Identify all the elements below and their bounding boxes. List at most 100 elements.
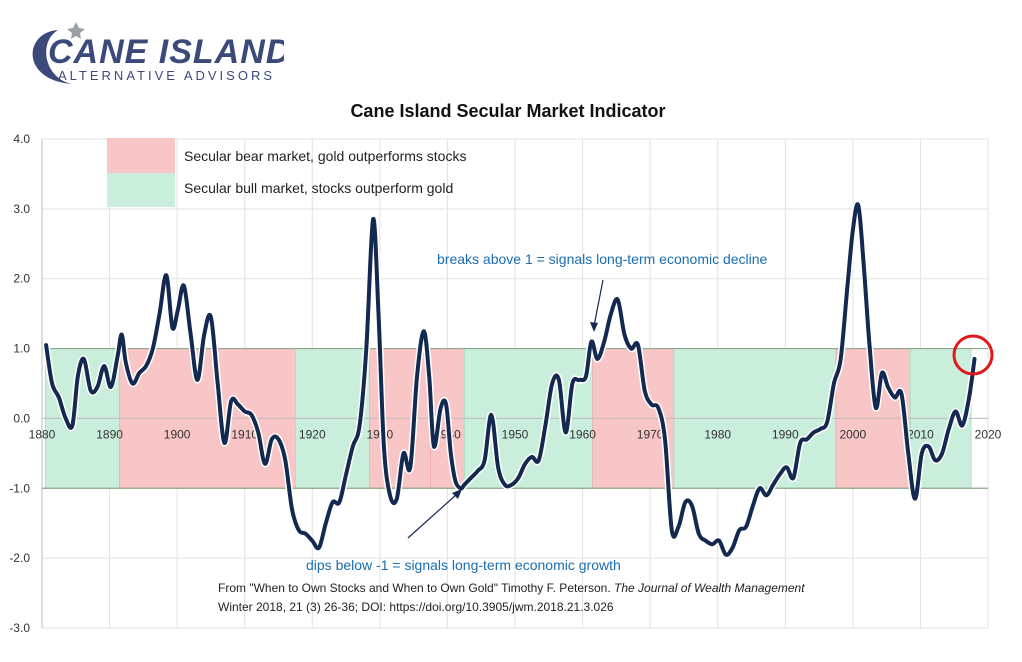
- data-point: [765, 494, 768, 497]
- data-point: [826, 421, 828, 423]
- data-point: [439, 407, 442, 409]
- annotation-above-arrow: [590, 279, 604, 332]
- y-tick-label: 3.0: [13, 202, 30, 216]
- data-point: [216, 382, 219, 385]
- data-point: [250, 414, 253, 416]
- data-point: [973, 358, 976, 360]
- x-tick-label: 1970: [637, 427, 664, 441]
- data-point: [497, 466, 499, 469]
- data-point: [731, 546, 734, 549]
- data-point: [948, 428, 950, 430]
- data-point: [954, 410, 957, 413]
- y-tick-label: 2.0: [13, 272, 30, 286]
- data-point: [158, 312, 161, 315]
- x-tick-label: 2000: [840, 427, 867, 441]
- data-point: [96, 386, 99, 388]
- data-point: [183, 284, 185, 287]
- data-point: [596, 358, 599, 360]
- data-point: [857, 204, 860, 207]
- annotation-above: breaks above 1 = signals long-term econo…: [437, 251, 768, 267]
- data-point: [738, 529, 741, 531]
- data-point: [704, 539, 707, 542]
- data-point: [470, 477, 472, 479]
- annotation-below: dips below -1 = signals long-term econom…: [306, 557, 621, 573]
- data-point: [819, 428, 822, 430]
- data-point: [110, 386, 112, 388]
- data-point: [846, 284, 849, 287]
- data-point: [58, 396, 60, 399]
- data-point: [524, 463, 526, 465]
- data-point: [852, 229, 854, 231]
- data-point: [941, 452, 943, 455]
- data-point: [277, 438, 280, 441]
- data-point: [433, 445, 435, 448]
- data-point: [64, 417, 67, 420]
- data-point: [643, 389, 646, 392]
- data-point: [270, 438, 273, 441]
- data-point: [914, 498, 916, 500]
- data-point: [477, 470, 479, 472]
- data-point: [325, 522, 327, 524]
- data-point: [806, 438, 808, 441]
- x-tick-label: 1900: [164, 427, 191, 441]
- data-point: [203, 333, 205, 336]
- data-point: [223, 442, 226, 444]
- data-point: [564, 431, 567, 434]
- data-point: [799, 442, 801, 444]
- data-point: [345, 473, 347, 476]
- data-point: [423, 330, 425, 332]
- data-point: [664, 438, 666, 441]
- source-line-2: Winter 2018, 21 (3) 26-36; DOI: https://…: [218, 600, 614, 614]
- data-point: [445, 403, 447, 406]
- data-point: [862, 263, 865, 266]
- data-point: [77, 375, 79, 378]
- chart-title: Cane Island Secular Market Indicator: [350, 101, 665, 121]
- data-point: [772, 484, 774, 486]
- data-point: [630, 347, 632, 350]
- x-tick-label: 1990: [772, 427, 799, 441]
- data-point: [331, 501, 334, 504]
- data-point: [779, 473, 781, 476]
- data-point: [603, 340, 605, 343]
- data-point: [51, 382, 53, 385]
- data-point: [89, 389, 92, 392]
- y-tick-label: 4.0: [13, 132, 30, 146]
- legend-bull-swatch: [107, 173, 175, 207]
- data-point: [210, 316, 212, 318]
- data-point: [616, 298, 619, 301]
- data-point: [934, 459, 937, 462]
- data-point: [460, 487, 462, 490]
- data-point: [585, 375, 587, 378]
- data-point: [881, 372, 883, 374]
- data-point: [698, 532, 700, 535]
- logo-star-icon: [67, 22, 85, 39]
- data-point: [517, 477, 520, 479]
- legend-bull-label: Secular bull market, stocks outperform g…: [184, 180, 453, 196]
- data-point: [812, 431, 815, 434]
- data-point: [558, 379, 560, 381]
- data-point: [887, 386, 889, 388]
- data-point: [463, 484, 466, 486]
- logo-name: CANE ISLAND: [48, 33, 284, 71]
- tick-labels: 4.0 3.0 2.0 1.0 0.0 -1.0 -2.0 -3.0 1880 1890 1900 1…: [9, 132, 1001, 635]
- data-point: [243, 410, 246, 413]
- data-point: [318, 546, 320, 549]
- data-point: [657, 407, 660, 409]
- data-point: [120, 333, 123, 336]
- data-point: [103, 365, 105, 367]
- data-point: [490, 414, 493, 416]
- y-tick-label: 1.0: [13, 342, 30, 356]
- data-point: [785, 466, 788, 469]
- data-point: [304, 532, 307, 535]
- x-tick-label: 1910: [231, 427, 258, 441]
- data-point: [291, 508, 293, 511]
- data-point: [483, 459, 486, 462]
- data-point: [416, 375, 418, 378]
- data-point: [725, 553, 727, 556]
- data-point: [578, 379, 580, 381]
- logo-tagline: ALTERNATIVE ADVISORS: [58, 68, 275, 83]
- data-point: [377, 312, 380, 315]
- data-point: [338, 501, 341, 504]
- data-point: [177, 309, 179, 311]
